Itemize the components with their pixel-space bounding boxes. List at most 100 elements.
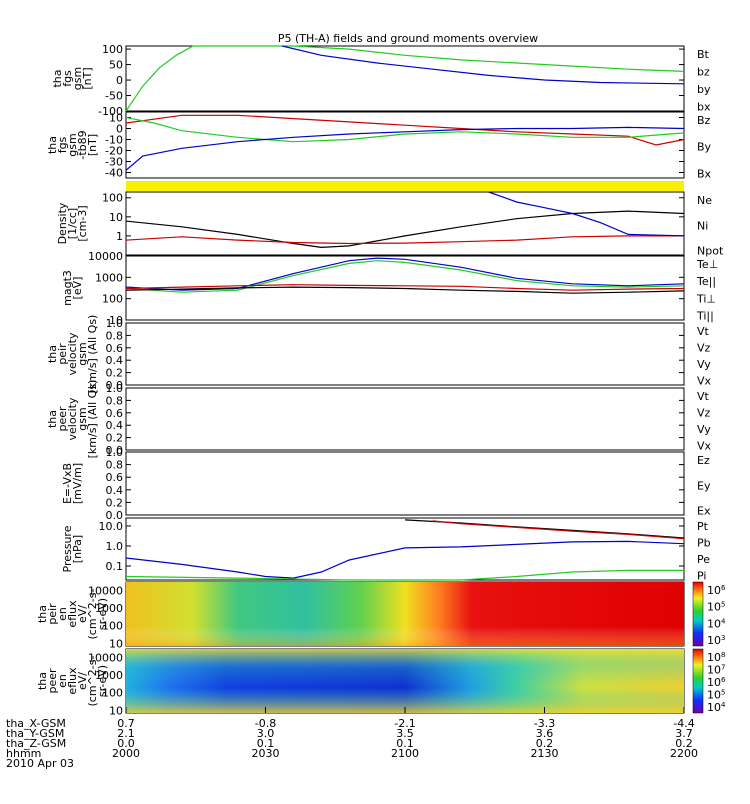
ylabel-line: peir: [56, 343, 69, 365]
colorbar-tick: 103: [707, 634, 725, 647]
legend-entry: bx: [697, 100, 711, 113]
ytick-label: 10: [109, 314, 123, 327]
ylabel-line: sr-eV): [96, 665, 109, 697]
ylabel-line: [nT]: [86, 134, 99, 156]
panel-frame: [125, 451, 685, 516]
panel-density: 100 10 1 Density[1/cc][cm-3] Ne Ni Npot: [56, 191, 724, 258]
ytick-label: 10: [109, 211, 123, 224]
ylabel-line: tha: [36, 672, 49, 690]
ylabel-line: [nPa]: [71, 535, 84, 563]
ytick-label: 10: [109, 112, 123, 125]
legend-entry: By: [697, 141, 712, 154]
legend-entry: Npot: [697, 245, 724, 258]
footer-row-label: tha_Y-GSM: [6, 727, 64, 740]
panel-peir_velocity: 1.00.80.60.40.20.0thapeirvelocitygsm[km/…: [46, 315, 712, 394]
peer-spectrogram: [126, 649, 684, 713]
series-line-Ni: [125, 210, 685, 249]
colorbar-tick: 105: [707, 689, 725, 702]
colorbar-tick: 104: [707, 701, 726, 714]
legend-entry: Ey: [697, 479, 711, 492]
footer-value: -4.4: [673, 717, 694, 730]
footer-value: 3.0: [257, 727, 275, 740]
footer-value: -3.3: [534, 717, 555, 730]
series-line-by: [125, 45, 685, 112]
legend-entry: Te⊥: [696, 258, 718, 271]
series-line-Ti⊥: [125, 257, 685, 291]
ytick-label: -30: [105, 156, 123, 169]
ylabel-line: magt3: [61, 270, 74, 306]
legend-entry: Vt: [697, 390, 710, 403]
ytick-label: 0: [116, 123, 123, 136]
footer-value: -2.1: [394, 717, 415, 730]
ylabel-line: gsm: [76, 407, 89, 430]
ylabel-line: tha: [36, 605, 49, 623]
series-line-Bx: [125, 126, 685, 171]
ylabel-line: tha: [51, 69, 64, 87]
legend-entry: Pb: [697, 537, 711, 550]
ytick-label: 0.0: [106, 444, 124, 457]
panel-frame: [125, 322, 685, 386]
ylabel-line: velocity: [66, 397, 79, 440]
ytick-label: 0.0: [106, 509, 124, 522]
ytick-label: 1000: [95, 271, 123, 284]
legend-entry: Vy: [697, 358, 711, 371]
ylabel-line: [1/cc]: [66, 208, 79, 239]
ytick-label: 100: [102, 43, 123, 56]
ylabel-line: -tb89: [76, 130, 89, 159]
ytick-label: 10.0: [99, 520, 124, 533]
series-line-Pe: [125, 569, 684, 581]
series-line-Te||: [125, 286, 685, 294]
ytick-label: 100: [102, 687, 123, 700]
series-line-bx: [282, 45, 685, 85]
ytick-label: 1000: [95, 602, 123, 615]
ytick-label: 1.0: [106, 382, 124, 395]
ytick-label: 1.0: [106, 446, 124, 459]
ytick-label: 0.8: [106, 394, 124, 407]
footer-date: 2010 Apr 03: [6, 757, 74, 770]
footer-value: 3.6: [536, 727, 554, 740]
ytick-label: 0.2: [106, 432, 124, 445]
ytick-label: 0.8: [106, 459, 124, 472]
footer-row-label: hhmm: [6, 747, 41, 760]
ylabel-line: peer: [56, 406, 69, 432]
peir-spectrogram: [126, 582, 684, 646]
ylabel-line: peer: [46, 668, 59, 694]
ylabel-line: tha: [46, 345, 59, 363]
colorbar-tick: 106: [707, 584, 726, 597]
ylabel-line: eflux: [66, 600, 79, 628]
footer-value: 0.1: [257, 737, 275, 750]
series-line-By: [125, 116, 685, 143]
legend-entry: Pi: [697, 570, 706, 583]
panel-peer_velocity: 1.00.80.60.40.20.0thapeervelocitygsm[km/…: [46, 380, 712, 459]
ylabel-line: eV/: [76, 605, 89, 623]
ylabel-line: fgs: [56, 136, 69, 153]
ylabel-line: [nT]: [81, 67, 94, 89]
legend-entry: by: [697, 83, 711, 96]
footer-value: 2030: [252, 747, 280, 760]
ylabel-line: [mV/m]: [71, 463, 84, 504]
colorbar-tick: 108: [707, 651, 725, 664]
legend-entry: Te||: [696, 275, 716, 288]
ylabel-line: gsm: [66, 133, 79, 156]
panel-peir_eflux: 10000 1000 100 10 thapeirenefluxeV/(cm^2-s-s…: [36, 581, 726, 650]
footer-value: 2200: [670, 747, 698, 760]
series-line-Pi: [125, 540, 685, 579]
ylabel-line: tha: [46, 410, 59, 428]
ytick-label: -20: [105, 145, 123, 158]
series-line-Ne: [125, 235, 684, 245]
ylabel-line: (cm^2-s-: [86, 656, 99, 707]
panels: 100500-50-100thafgsgsm[nT]Btbzbybx100-10…: [36, 43, 726, 717]
ytick-label: 100: [102, 192, 123, 205]
ytick-label: 0.6: [106, 471, 124, 484]
ytick-label: 1.0: [106, 540, 124, 553]
legend-entry: Vy: [697, 423, 711, 436]
legend-entry: Bz: [697, 114, 711, 127]
ylabel-line: en: [56, 674, 69, 688]
panel-frame: [125, 111, 685, 179]
footer-value: 3.7: [675, 727, 693, 740]
legend-entry: Pe: [697, 553, 710, 566]
footer-value: -0.8: [255, 717, 276, 730]
